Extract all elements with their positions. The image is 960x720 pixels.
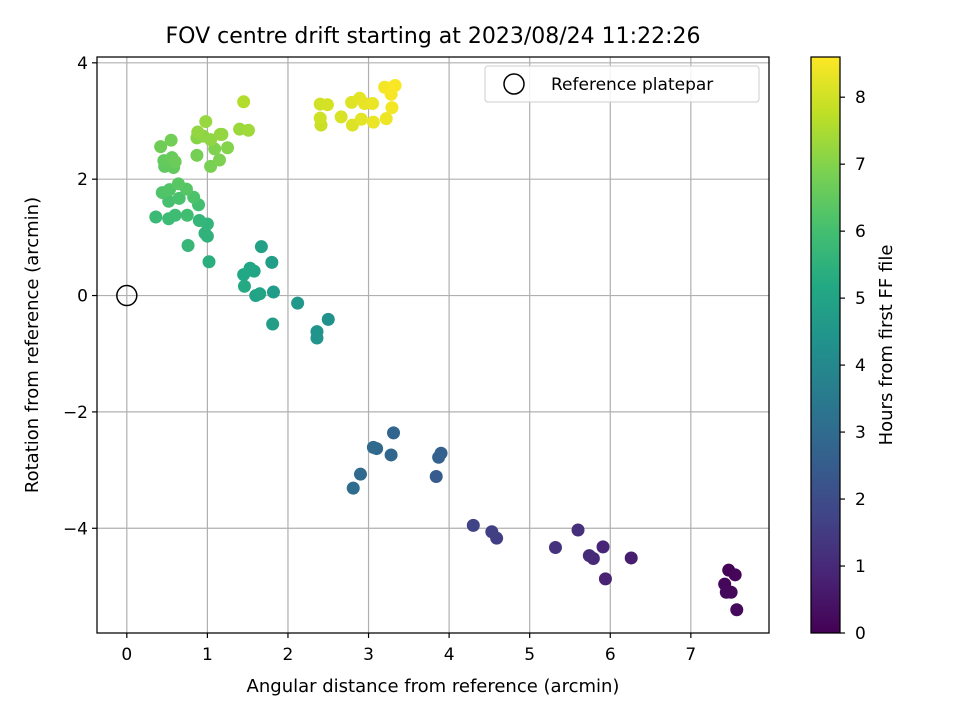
- colorbar-tick-label: 0: [855, 624, 866, 644]
- data-point: [429, 469, 443, 483]
- x-tick-label: 6: [605, 645, 616, 665]
- data-point: [432, 450, 446, 464]
- data-point: [212, 153, 226, 167]
- data-point: [191, 125, 205, 139]
- legend-reference-marker: [503, 73, 525, 95]
- data-point: [366, 440, 380, 454]
- data-point: [149, 210, 163, 224]
- chart-title: FOV centre drift starting at 2023/08/24 …: [166, 24, 701, 49]
- data-point: [204, 133, 218, 147]
- data-point: [385, 101, 399, 115]
- colorbar-tick-label: 6: [855, 222, 866, 242]
- data-point: [548, 540, 562, 554]
- colorbar-tick-label: 8: [855, 88, 866, 108]
- x-tick-label: 3: [363, 645, 374, 665]
- data-point: [313, 111, 327, 125]
- data-point: [485, 525, 499, 539]
- data-point: [202, 255, 216, 269]
- data-point: [168, 155, 182, 169]
- data-point: [168, 208, 182, 222]
- data-point: [237, 95, 251, 109]
- data-point: [265, 255, 279, 269]
- data-point: [598, 572, 612, 586]
- colorbar-tick-label: 1: [855, 557, 866, 577]
- colorbar-tick-label: 5: [855, 289, 866, 309]
- data-point: [388, 79, 402, 93]
- data-point: [366, 97, 380, 111]
- data-point: [366, 115, 380, 129]
- colorbar-label: Hours from first FF file: [876, 245, 897, 446]
- plot-area: 0 1 2 3 4 5 6 7 −4 −2 0 2 4: [63, 54, 770, 665]
- legend-label-reference-platepar: Reference platepar: [551, 75, 713, 95]
- y-tick-label: −4: [63, 519, 88, 539]
- data-point: [321, 312, 335, 326]
- x-tick-label: 2: [283, 645, 294, 665]
- reference-platepar-marker: [116, 284, 138, 307]
- data-point: [728, 568, 742, 582]
- data-point: [354, 112, 368, 126]
- data-point: [164, 133, 178, 147]
- data-point: [320, 98, 334, 112]
- data-point: [719, 585, 733, 599]
- data-point: [190, 148, 204, 162]
- data-point: [730, 603, 744, 617]
- x-tick-label: 5: [524, 645, 535, 665]
- data-point: [291, 296, 305, 310]
- data-point: [582, 549, 596, 563]
- data-point: [266, 317, 280, 331]
- data-point: [154, 140, 168, 154]
- colorbar-tick-label: 7: [855, 155, 866, 175]
- data-point: [254, 240, 268, 254]
- data-point: [353, 467, 367, 481]
- y-tick-label: 4: [77, 54, 88, 74]
- data-point: [379, 112, 393, 126]
- data-point: [466, 518, 480, 532]
- y-tick-label: −2: [63, 403, 88, 423]
- data-point: [213, 127, 227, 141]
- data-point: [237, 279, 251, 293]
- y-axis-label: Rotation from reference (arcmin): [22, 197, 43, 493]
- x-tick-label: 0: [121, 645, 132, 665]
- data-point: [237, 268, 251, 282]
- data-point: [172, 191, 186, 205]
- data-points: [149, 79, 744, 617]
- colorbar-tick-label: 4: [855, 356, 866, 376]
- colorbar-gradient: [811, 57, 840, 633]
- data-point: [384, 448, 398, 462]
- x-tick-label: 4: [444, 645, 455, 665]
- data-point: [253, 287, 267, 301]
- colorbar: 0 1 2 3 4 5 6 7 8 Hours from first FF file: [810, 56, 897, 644]
- colorbar-tick-label: 2: [855, 490, 866, 510]
- legend: Reference platepar: [484, 65, 760, 103]
- axes-frame: [96, 56, 770, 634]
- x-tick-label: 7: [685, 645, 696, 665]
- data-point: [624, 551, 638, 565]
- data-point: [334, 110, 348, 124]
- data-point: [180, 208, 194, 222]
- data-point: [221, 141, 235, 155]
- data-point: [310, 331, 324, 345]
- data-point: [181, 239, 195, 253]
- colorbar-frame: [810, 56, 841, 634]
- axes-background: [97, 57, 769, 633]
- data-point: [171, 177, 185, 191]
- y-tick-label: 2: [77, 170, 88, 190]
- x-axis-label: Angular distance from reference (arcmin): [247, 676, 620, 697]
- legend-box: [484, 65, 760, 103]
- axis-ticks: 0 1 2 3 4 5 6 7 −4 −2 0 2 4: [63, 54, 696, 665]
- y-tick-label: 0: [77, 287, 88, 307]
- data-point: [199, 115, 213, 129]
- data-point: [192, 213, 206, 227]
- colorbar-ticks: 0 1 2 3 4 5 6 7 8: [840, 88, 866, 644]
- data-point: [266, 285, 280, 299]
- data-point: [387, 426, 401, 440]
- colorbar-tick-label: 3: [855, 423, 866, 443]
- data-point: [571, 523, 585, 537]
- gridlines: [97, 57, 769, 633]
- data-point: [346, 481, 360, 495]
- x-tick-label: 1: [202, 645, 213, 665]
- data-point: [596, 540, 610, 554]
- data-point: [241, 123, 255, 137]
